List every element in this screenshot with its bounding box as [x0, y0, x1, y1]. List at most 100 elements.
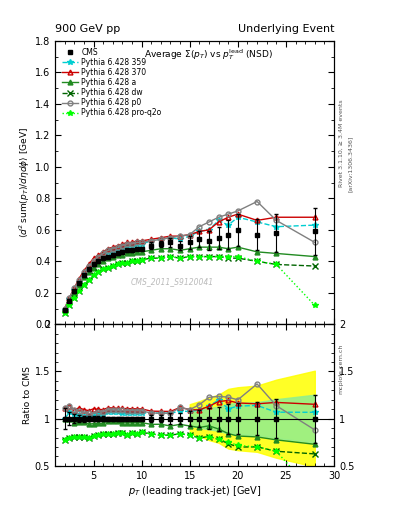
Pythia 6.428 p0 — [235, 208, 240, 214]
Pythia 6.428 a — [197, 244, 202, 250]
Pythia 6.428 p0 — [125, 241, 130, 247]
Pythia 6.428 370 — [72, 285, 77, 291]
Pythia 6.428 a — [86, 269, 91, 275]
Pythia 6.428 p0 — [72, 285, 77, 291]
Pythia 6.428 359 — [178, 236, 182, 242]
Pythia 6.428 370 — [101, 249, 105, 255]
Pythia 6.428 dw — [62, 310, 67, 316]
Line: Pythia 6.428 370: Pythia 6.428 370 — [62, 211, 317, 311]
Pythia 6.428 pro-q2o — [115, 262, 120, 268]
Pythia 6.428 dw — [139, 257, 144, 263]
Pythia 6.428 359 — [91, 260, 96, 266]
Pythia 6.428 359 — [96, 255, 101, 261]
Pythia 6.428 pro-q2o — [168, 253, 173, 260]
Pythia 6.428 pro-q2o — [197, 253, 202, 260]
Pythia 6.428 pro-q2o — [81, 282, 86, 288]
Pythia 6.428 pro-q2o — [110, 263, 115, 269]
Pythia 6.428 p0 — [312, 239, 317, 245]
Pythia 6.428 359 — [226, 222, 231, 228]
Line: Pythia 6.428 dw: Pythia 6.428 dw — [62, 254, 318, 316]
Pythia 6.428 pro-q2o — [149, 255, 154, 261]
Line: Pythia 6.428 a: Pythia 6.428 a — [62, 245, 317, 312]
Legend: CMS, Pythia 6.428 359, Pythia 6.428 370, Pythia 6.428 a, Pythia 6.428 dw, Pythia: CMS, Pythia 6.428 359, Pythia 6.428 370,… — [62, 48, 162, 117]
Pythia 6.428 p0 — [255, 199, 259, 205]
Pythia 6.428 a — [125, 250, 130, 257]
Pythia 6.428 a — [72, 290, 77, 296]
Pythia 6.428 p0 — [130, 241, 134, 247]
Pythia 6.428 pro-q2o — [91, 272, 96, 279]
Pythia 6.428 370 — [207, 227, 211, 233]
Pythia 6.428 p0 — [77, 277, 81, 283]
Pythia 6.428 p0 — [197, 224, 202, 230]
Pythia 6.428 p0 — [216, 214, 221, 220]
Pythia 6.428 370 — [178, 233, 182, 239]
Pythia 6.428 359 — [81, 271, 86, 277]
Pythia 6.428 359 — [130, 243, 134, 249]
Pythia 6.428 dw — [168, 253, 173, 260]
Pythia 6.428 370 — [91, 255, 96, 261]
Pythia 6.428 359 — [216, 217, 221, 223]
Pythia 6.428 a — [130, 250, 134, 257]
Pythia 6.428 a — [91, 265, 96, 271]
Pythia 6.428 370 — [255, 217, 259, 223]
Pythia 6.428 p0 — [158, 236, 163, 242]
Line: Pythia 6.428 pro-q2o: Pythia 6.428 pro-q2o — [62, 254, 318, 316]
Pythia 6.428 a — [207, 244, 211, 250]
Pythia 6.428 370 — [110, 244, 115, 250]
Pythia 6.428 dw — [134, 258, 139, 264]
Pythia 6.428 a — [62, 307, 67, 313]
Pythia 6.428 359 — [197, 228, 202, 234]
Pythia 6.428 370 — [274, 214, 279, 220]
Pythia 6.428 370 — [81, 268, 86, 274]
Pythia 6.428 a — [187, 246, 192, 252]
Pythia 6.428 pro-q2o — [101, 266, 105, 272]
Pythia 6.428 359 — [62, 307, 67, 313]
Pythia 6.428 370 — [197, 228, 202, 234]
Pythia 6.428 a — [106, 255, 110, 261]
Pythia 6.428 370 — [86, 262, 91, 268]
Pythia 6.428 pro-q2o — [77, 288, 81, 294]
Pythia 6.428 370 — [139, 238, 144, 244]
Text: mcplots.cern.ch: mcplots.cern.ch — [339, 344, 344, 394]
Pythia 6.428 dw — [130, 258, 134, 264]
Pythia 6.428 a — [77, 282, 81, 288]
Pythia 6.428 370 — [149, 236, 154, 242]
Pythia 6.428 359 — [110, 247, 115, 253]
Pythia 6.428 370 — [115, 243, 120, 249]
Pythia 6.428 pro-q2o — [187, 253, 192, 260]
Pythia 6.428 p0 — [178, 233, 182, 239]
Pythia 6.428 370 — [168, 233, 173, 239]
Pythia 6.428 pro-q2o — [86, 277, 91, 283]
Pythia 6.428 dw — [67, 302, 72, 308]
Pythia 6.428 pro-q2o — [67, 302, 72, 308]
Pythia 6.428 p0 — [67, 294, 72, 301]
Pythia 6.428 p0 — [168, 234, 173, 241]
Pythia 6.428 a — [81, 274, 86, 280]
Text: 900 GeV pp: 900 GeV pp — [55, 24, 120, 34]
Pythia 6.428 370 — [226, 214, 231, 220]
Pythia 6.428 pro-q2o — [139, 257, 144, 263]
Pythia 6.428 pro-q2o — [130, 258, 134, 264]
Line: Pythia 6.428 359: Pythia 6.428 359 — [62, 215, 318, 313]
Pythia 6.428 dw — [120, 260, 125, 266]
Pythia 6.428 359 — [125, 243, 130, 249]
Text: Underlying Event: Underlying Event — [237, 24, 334, 34]
Y-axis label: $\langle d^2\, \mathrm{sum}(p_T)/d\eta d\phi \rangle$ [GeV]: $\langle d^2\, \mathrm{sum}(p_T)/d\eta d… — [18, 127, 32, 238]
Y-axis label: Ratio to CMS: Ratio to CMS — [23, 366, 32, 424]
Pythia 6.428 370 — [125, 239, 130, 245]
Pythia 6.428 359 — [139, 241, 144, 247]
Pythia 6.428 370 — [187, 231, 192, 238]
X-axis label: $p_T$ (leading track-jet) [GeV]: $p_T$ (leading track-jet) [GeV] — [128, 483, 261, 498]
Text: CMS_2011_S9120041: CMS_2011_S9120041 — [130, 278, 214, 286]
Pythia 6.428 dw — [91, 272, 96, 279]
Pythia 6.428 359 — [72, 287, 77, 293]
Pythia 6.428 pro-q2o — [274, 262, 279, 268]
Pythia 6.428 370 — [130, 239, 134, 245]
Text: [arXiv:1306.3436]: [arXiv:1306.3436] — [348, 136, 353, 192]
Pythia 6.428 370 — [96, 252, 101, 258]
Pythia 6.428 dw — [110, 263, 115, 269]
Pythia 6.428 a — [67, 297, 72, 304]
Pythia 6.428 370 — [158, 234, 163, 241]
Pythia 6.428 a — [149, 247, 154, 253]
Pythia 6.428 dw — [149, 255, 154, 261]
